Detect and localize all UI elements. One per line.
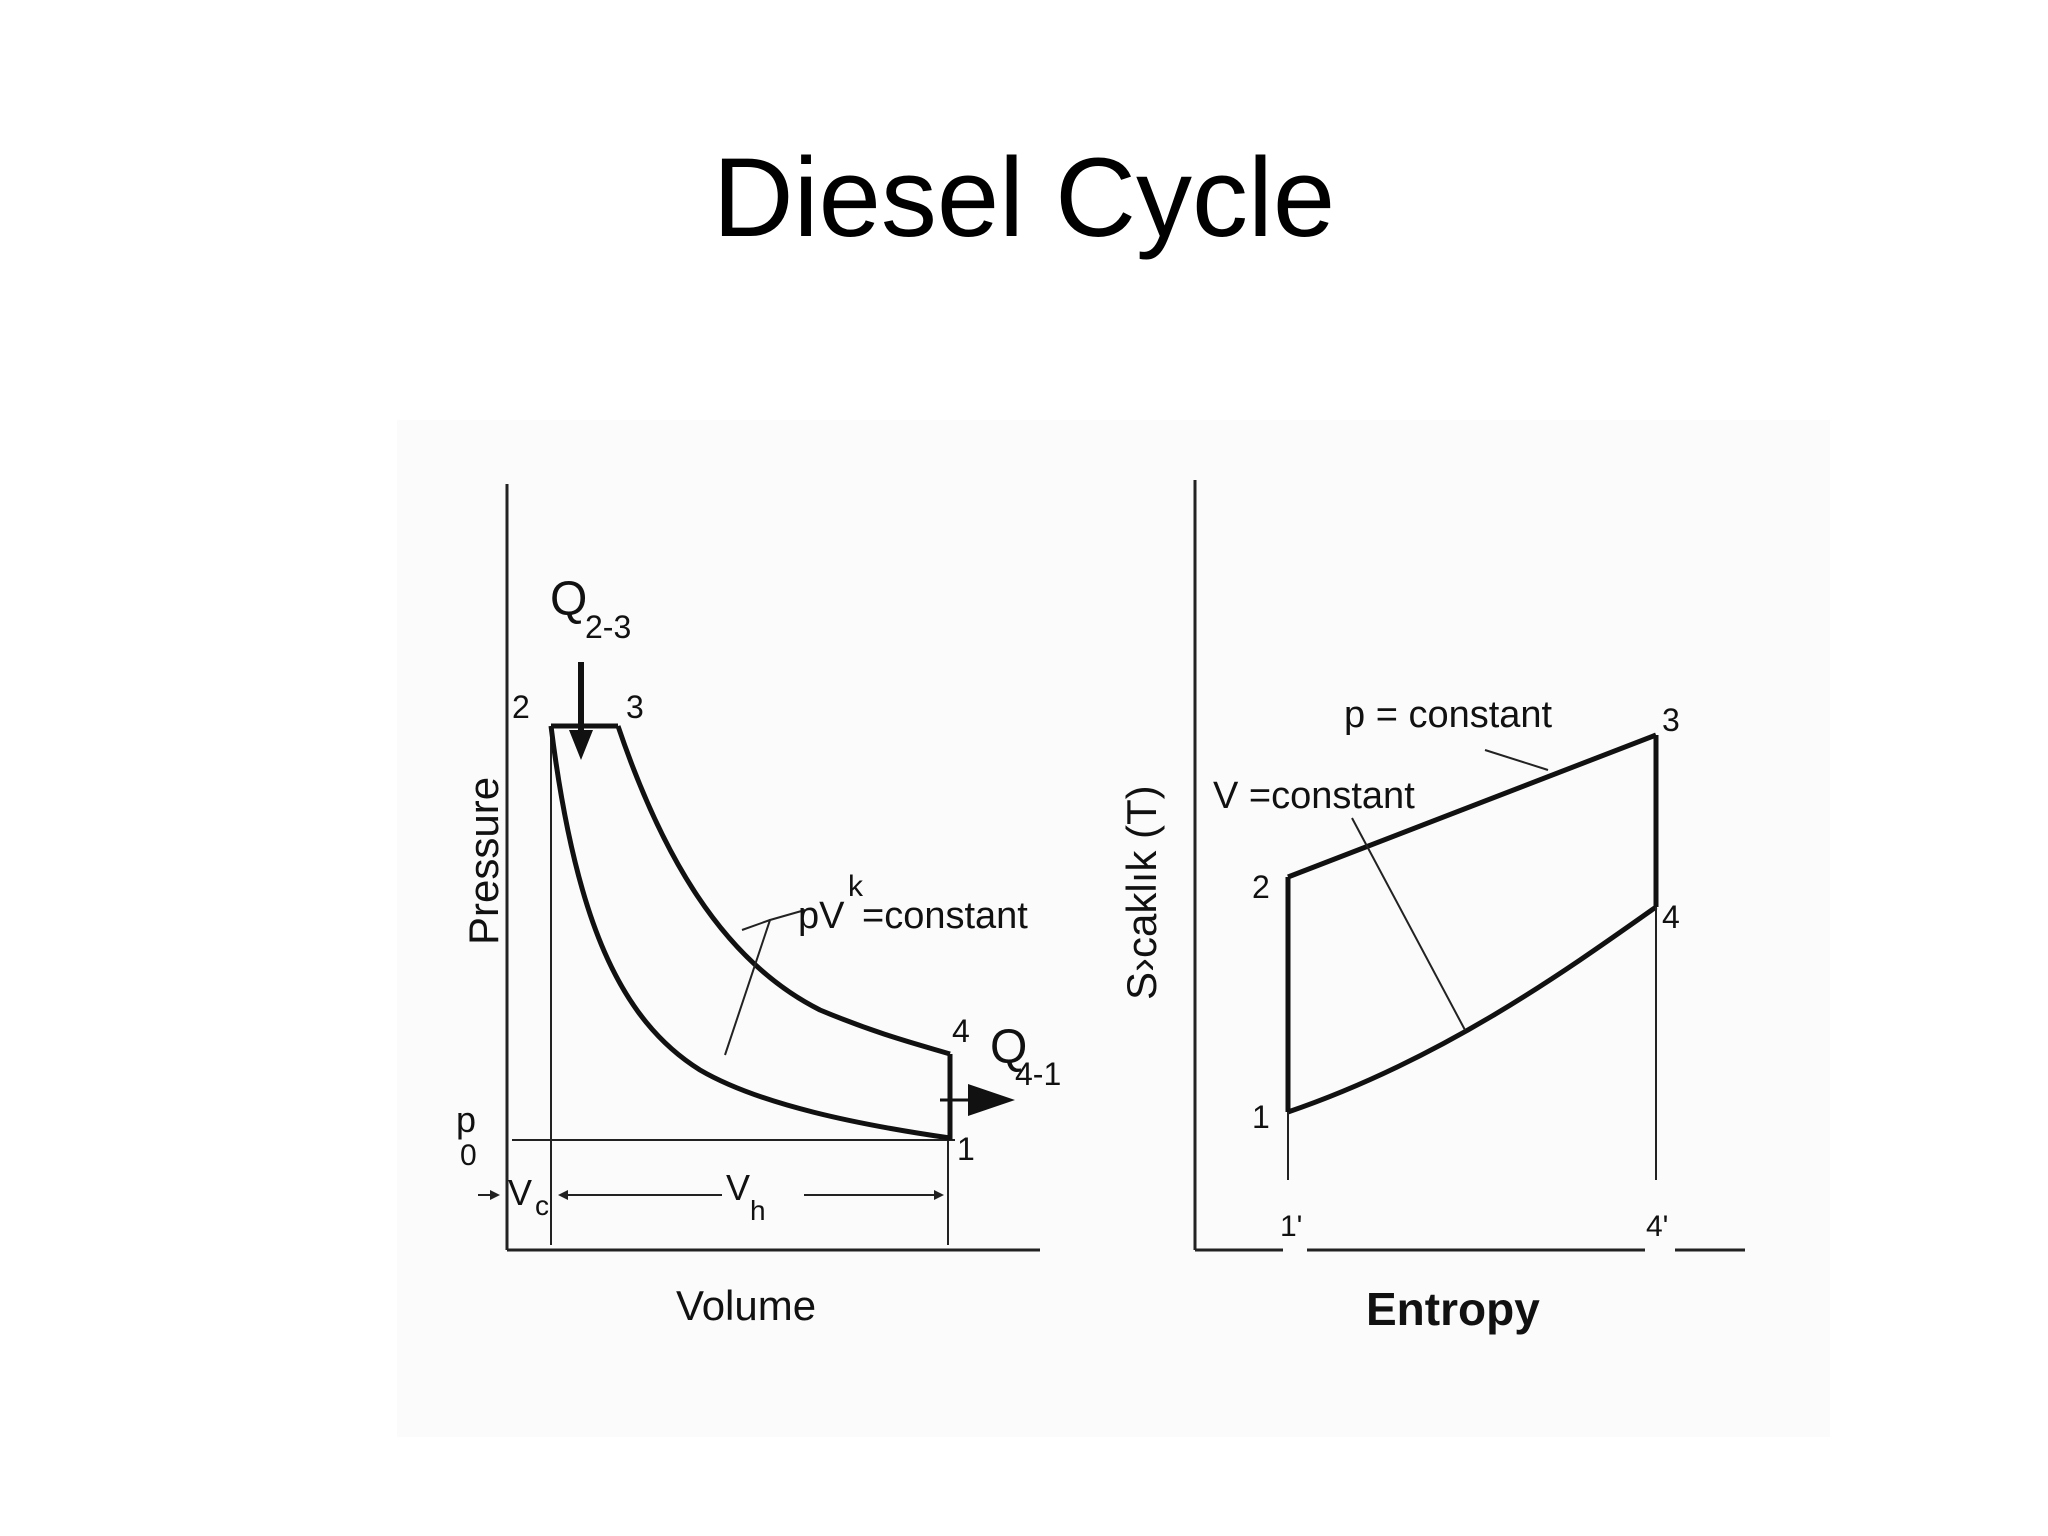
polytropic-leader-lower (724, 909, 806, 1056)
vh-subscript: h (750, 1195, 766, 1226)
heat-out-label: Q (990, 1021, 1027, 1074)
pv-point-2: 2 (512, 689, 530, 725)
polytropic-label-exp: k (848, 870, 864, 903)
figure-panel (397, 420, 1830, 1437)
p0-subscript: 0 (460, 1139, 477, 1172)
heat-out-arrow-head (968, 1084, 1015, 1116)
v-constant-label: V =constant (1213, 775, 1415, 817)
ts-point-3: 3 (1662, 702, 1680, 738)
p0-label: p (456, 1099, 476, 1140)
process-4-1-ts (1287, 904, 1658, 1115)
pv-x-axis-label: Volume (676, 1282, 816, 1329)
heat-in-label: Q (550, 573, 587, 626)
slide-title: Diesel Cycle (712, 135, 1336, 260)
p-constant-leader (1484, 749, 1549, 771)
pv-point-4: 4 (952, 1013, 970, 1049)
ts-y-axis-label: S›caklık (T) (1118, 785, 1165, 1000)
process-3-4 (615, 725, 951, 1057)
polytropic-label-base: pV (798, 895, 845, 937)
heat-in-arrow-head (569, 730, 593, 760)
ts-point-4: 4 (1662, 899, 1680, 935)
pv-diagram: Pressure Volume Q 2-3 Q 4-1 2 3 4 1 pV k… (456, 484, 1061, 1329)
ts-point-1-prime: 1' (1280, 1210, 1302, 1243)
v-constant-leader (1351, 817, 1466, 1031)
process-1-2 (548, 725, 951, 1141)
ts-diagram: S›caklık (T) Entropy p = constant V =con… (1118, 480, 1745, 1335)
polytropic-leader-upper (741, 919, 771, 931)
ts-point-2: 2 (1252, 869, 1270, 905)
ts-point-1: 1 (1252, 1099, 1270, 1135)
pv-y-axis-label: Pressure (460, 777, 507, 945)
heat-out-subscript: 4-1 (1015, 1056, 1061, 1092)
vh-label: V (726, 1167, 750, 1208)
pv-point-1: 1 (957, 1131, 975, 1167)
pv-point-3: 3 (626, 689, 644, 725)
vc-subscript: c (535, 1190, 549, 1221)
ts-point-4-prime: 4' (1646, 1210, 1668, 1243)
ts-x-axis-label: Entropy (1366, 1283, 1540, 1335)
process-2-3-ts (1287, 732, 1657, 880)
polytropic-label-rest: =constant (862, 895, 1028, 937)
p-constant-label: p = constant (1344, 694, 1553, 736)
heat-in-subscript: 2-3 (585, 609, 631, 645)
vc-label: V (508, 1172, 532, 1213)
